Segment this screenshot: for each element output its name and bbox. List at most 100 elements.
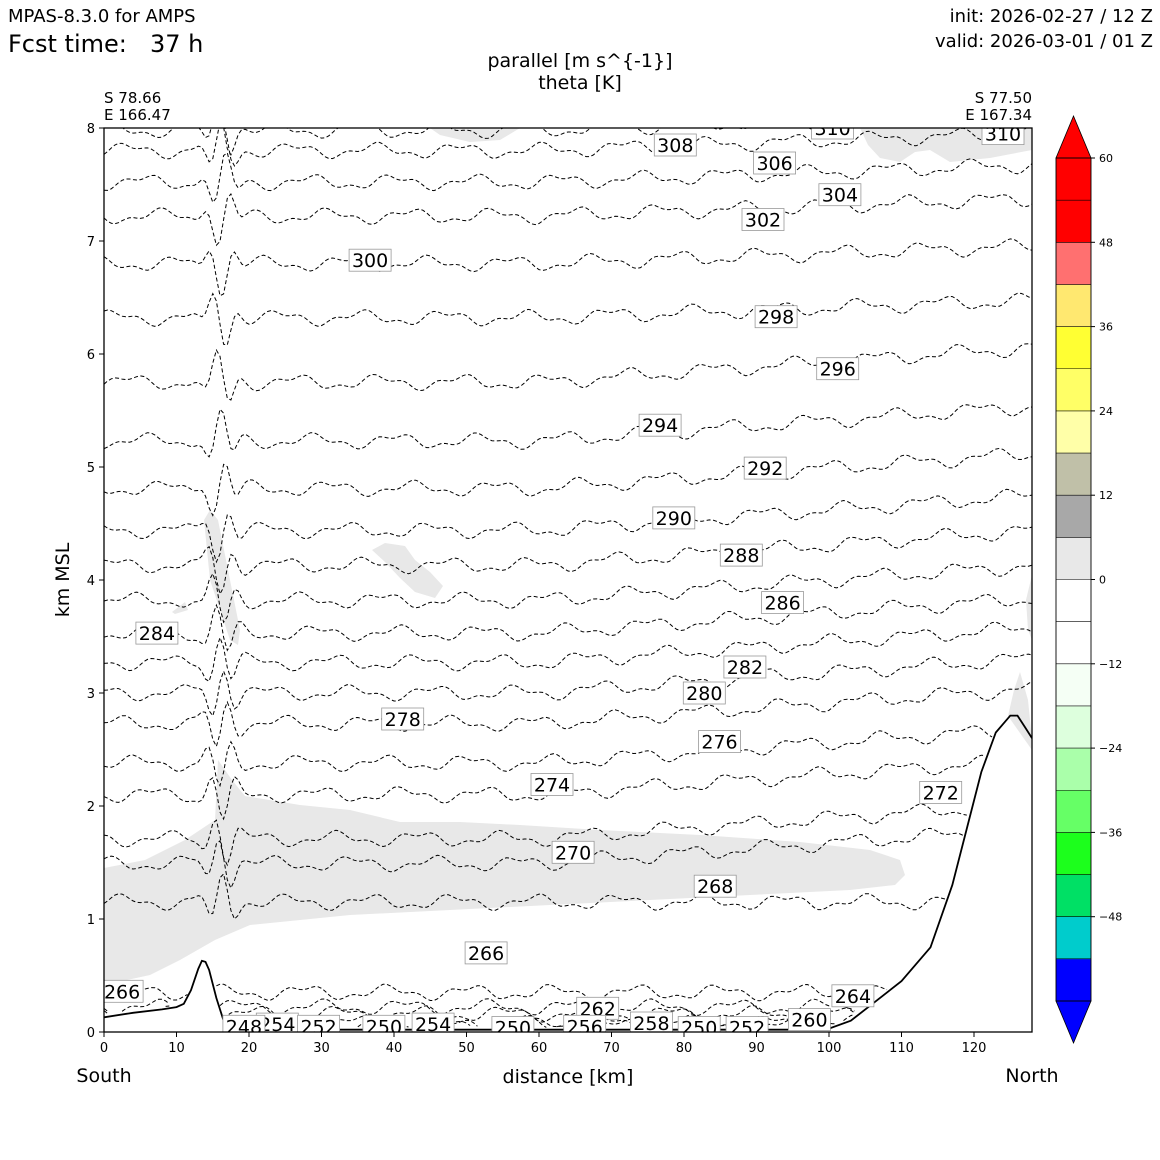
contour-label-box: [761, 591, 804, 614]
theta-contour-306: [104, 128, 1028, 167]
right-longitude: E 167.34: [965, 106, 1032, 124]
colorbar-segment: [1056, 663, 1091, 707]
contour-label-box: [743, 456, 787, 480]
colorbar-segment: [1056, 200, 1091, 243]
contour-label-text: 254: [415, 1014, 451, 1036]
contour-label-box: [682, 681, 726, 705]
contour-label: 284: [135, 621, 179, 645]
x-tick-label: 40: [386, 1041, 403, 1056]
theta-contour-268: [104, 872, 946, 920]
colorbar-segment: [1056, 832, 1091, 875]
contour-label-box: [348, 248, 392, 272]
contour-label-box: [753, 151, 796, 175]
contour-label-box: [698, 730, 741, 753]
wind-shading: [104, 128, 1032, 985]
contour-label-text: 308: [657, 135, 693, 157]
contour-label: 262: [576, 996, 620, 1020]
contour-label: 282: [723, 655, 767, 679]
contour-label: 292: [743, 456, 787, 480]
contour-label-text: 306: [756, 153, 792, 175]
theta-contour-278: [104, 681, 1032, 748]
chart-title-line2: theta [K]: [538, 72, 622, 94]
contour-label: 272: [919, 781, 963, 804]
left-longitude: E 166.47: [104, 106, 171, 124]
contour-label: 280: [682, 681, 726, 705]
contour-label-box: [652, 506, 696, 530]
theta-contour-282: [104, 621, 1032, 683]
colorbar-segment: [1056, 790, 1091, 833]
contour-label-box: [811, 128, 854, 140]
contour-label-box: [653, 133, 697, 157]
theta-contour-288: [104, 526, 1032, 596]
colorbar-segment: [1056, 916, 1091, 960]
model-title: MPAS-8.3.0 for AMPS: [8, 6, 196, 27]
y-tick-label: 0: [87, 1026, 95, 1041]
theta-contour-296: [104, 343, 1032, 401]
blob-shading: [372, 543, 443, 598]
theta-contour-258: [266, 1017, 804, 1028]
colorbar-tick-label: 60: [1099, 152, 1113, 165]
contour-label-text: 264: [835, 986, 871, 1008]
contour-label-text: 282: [727, 657, 763, 679]
colorbar-segment: [1056, 579, 1091, 622]
colorbar-segment: [1056, 158, 1091, 201]
contour-label: 276: [698, 730, 741, 754]
x-axis-ticks: 0 10 20 30 40 50 60 70 80 90 100 110 120: [100, 1032, 986, 1056]
contour-label: 308: [653, 133, 697, 157]
contour-label: 286: [761, 591, 804, 615]
contour-label-text: 294: [642, 415, 678, 437]
contour-label-box: [135, 621, 179, 645]
colorbar-segment: [1056, 705, 1091, 749]
contour-label-box: [222, 1014, 266, 1032]
contour-label: 256: [563, 1014, 607, 1038]
contour-label: 274: [530, 773, 574, 797]
contour-label-text: 252: [729, 1018, 765, 1040]
plot-area: 308 306 304 302 300 310 310 298 296 294 292 290 288 2…: [104, 124, 1032, 1040]
contour-label-text: 248: [226, 1016, 262, 1038]
contour-label-text: 250: [495, 1018, 531, 1040]
colorbar-segment: [1056, 326, 1091, 370]
jet-band-shading: [104, 760, 905, 985]
colorbar-over-arrow: [1055, 114, 1092, 159]
contour-label-text: 296: [820, 359, 856, 381]
contour-label-box: [381, 707, 425, 731]
contour-label-text: 258: [633, 1013, 669, 1035]
colorbar-tick-label: 0: [1099, 574, 1106, 587]
contour-label: 304: [818, 183, 862, 207]
contour-label-text: 290: [656, 508, 692, 530]
theta-contour-298: [104, 292, 1032, 346]
contour-label-text: 252: [300, 1016, 336, 1038]
colorbar-segment: [1056, 958, 1091, 1002]
contour-label: 296: [816, 357, 860, 381]
contour-label-text: 268: [697, 876, 733, 898]
contour-label-box: [411, 1012, 455, 1032]
y-tick-label: 3: [87, 687, 95, 702]
contour-label-box: [831, 984, 875, 1008]
contour-label: 310: [811, 128, 854, 140]
contour-label-text: 304: [822, 185, 858, 207]
colorbar-tick-label: −48: [1099, 911, 1122, 924]
contour-label-text: 256: [567, 1016, 603, 1038]
colorbar-segment: [1056, 242, 1091, 285]
contour-label-box: [816, 357, 860, 381]
contour-label: 252: [725, 1016, 769, 1040]
theta-contour-294: [104, 404, 1032, 458]
theta-contour-286: [104, 563, 1032, 624]
contour-label-text: 274: [534, 775, 570, 797]
colorbar-segment: [1056, 621, 1091, 665]
y-tick-label: 8: [87, 122, 95, 137]
colorbar-segment: [1056, 410, 1091, 454]
forecast-time-label: Fcst time:: [8, 30, 127, 58]
contour-label-box: [719, 543, 763, 567]
contour-label-text: 310: [985, 124, 1021, 146]
contour-label: 302: [741, 208, 785, 232]
valid-time: valid: 2026-03-01 / 01 Z: [935, 31, 1153, 52]
north-label: North: [1005, 1065, 1058, 1087]
contour-label-box: [297, 1014, 341, 1032]
colorbar-segment: [1056, 453, 1091, 496]
contour-label-text: 266: [468, 943, 504, 965]
contour-label: 250: [677, 1016, 721, 1032]
x-tick-label: 10: [168, 1041, 185, 1056]
contour-label: 248: [222, 1014, 266, 1038]
